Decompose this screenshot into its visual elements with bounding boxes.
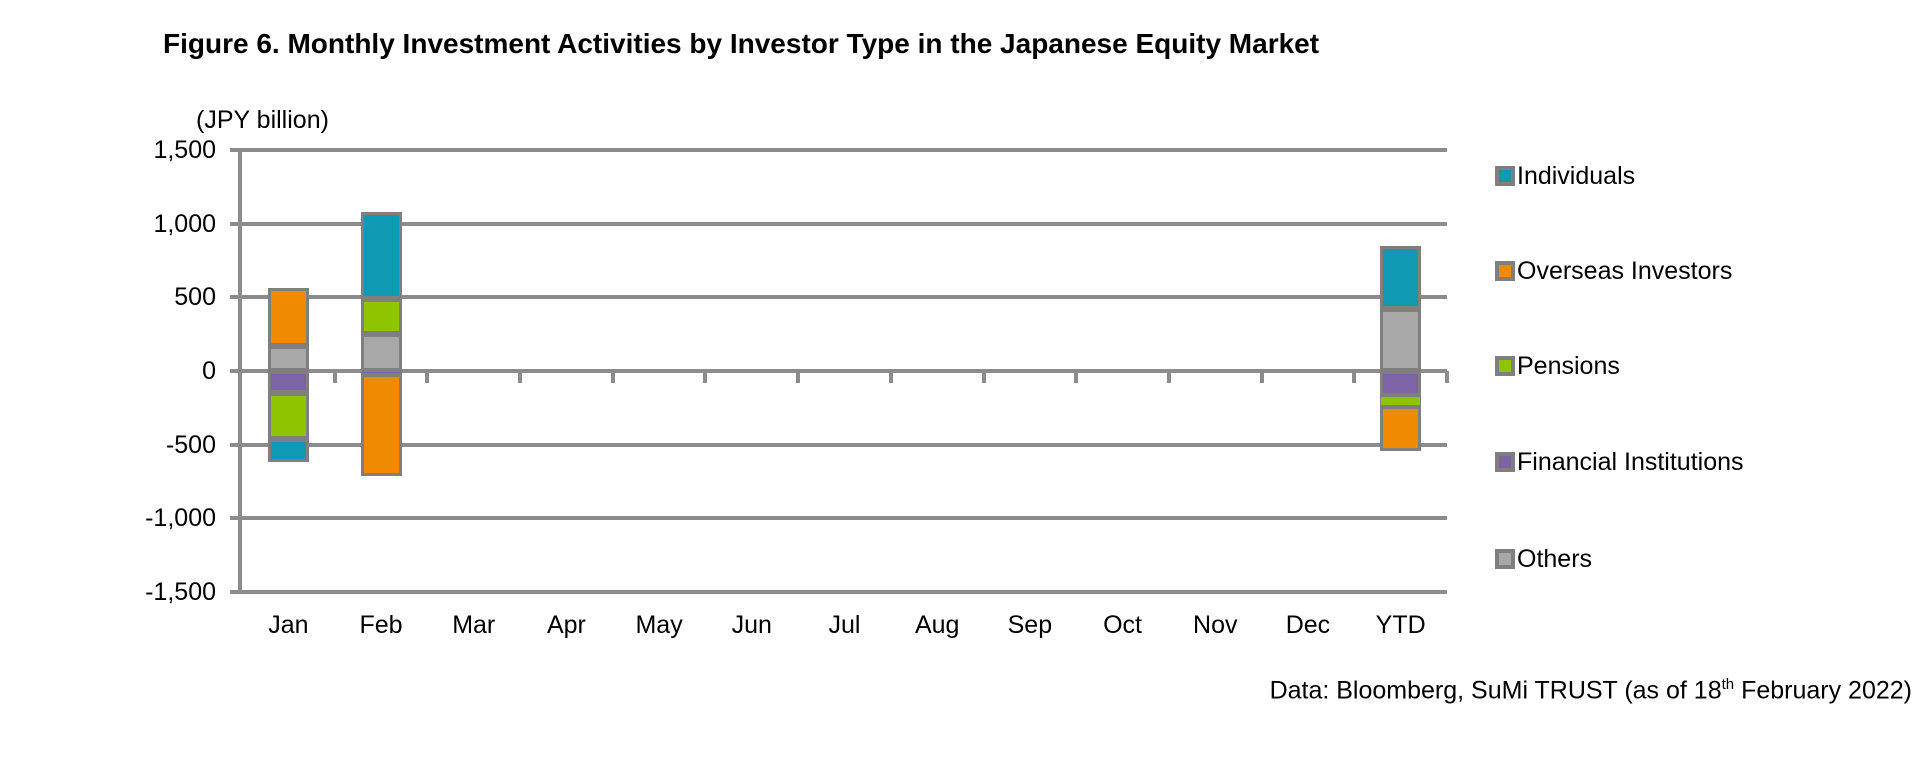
legend-label: Pensions	[1517, 352, 1620, 380]
x-axis-label: Jan	[268, 611, 309, 639]
bar-segment-jan-individuals	[267, 438, 309, 463]
x-axis-label: Dec	[1285, 611, 1331, 639]
bar-segment-jan-pensions	[267, 393, 309, 439]
gridline	[242, 590, 1447, 594]
bar-segment-ytd-financial-institutions	[1380, 371, 1422, 397]
x-axis-label: Sep	[1007, 611, 1053, 639]
y-axis-tick	[230, 221, 244, 226]
y-axis-label: 0	[202, 357, 216, 385]
y-axis-label: -1,000	[145, 504, 216, 533]
data-source-text: February 2022)	[1734, 676, 1912, 705]
category-tick	[332, 371, 337, 383]
legend-item-others: Others	[1495, 545, 1592, 573]
category-tick	[1445, 371, 1449, 383]
legend-item-individuals: Individuals	[1495, 162, 1635, 190]
category-tick	[888, 371, 893, 383]
category-tick	[703, 371, 708, 383]
category-tick	[1074, 371, 1079, 383]
gridline	[242, 369, 1447, 373]
bar-segment-feb-pensions	[360, 298, 402, 335]
bar-segment-feb-financial-institutions	[360, 371, 402, 374]
x-axis-label: Jun	[731, 611, 772, 639]
legend-item-pensions: Pensions	[1495, 352, 1620, 380]
x-axis-label: YTD	[1375, 611, 1426, 639]
bar-segment-jan-others	[267, 345, 309, 371]
category-tick	[518, 371, 523, 383]
x-axis-label: Jul	[828, 611, 861, 639]
y-axis-tick	[230, 442, 244, 447]
gridline	[242, 148, 1447, 152]
category-tick	[1166, 371, 1171, 383]
legend-label: Financial Institutions	[1517, 448, 1744, 476]
x-axis-label: Aug	[914, 611, 960, 639]
category-tick	[981, 371, 986, 383]
individuals-swatch-icon	[1495, 166, 1515, 186]
x-axis-label: Nov	[1193, 611, 1238, 639]
overseas-investors-swatch-icon	[1495, 261, 1515, 281]
x-axis-label: Oct	[1103, 611, 1143, 639]
y-axis-tick	[230, 590, 244, 594]
data-source-note: Data: Bloomberg, SuMi TRUST (as of 18th …	[1270, 676, 1912, 705]
bar-segment-ytd-others	[1380, 309, 1422, 371]
y-axis-tick	[230, 148, 244, 152]
x-axis-label: Apr	[546, 611, 586, 639]
legend-item-overseas-investors: Overseas Investors	[1495, 257, 1732, 285]
gridline	[242, 295, 1447, 300]
category-tick	[1259, 371, 1264, 383]
bar-segment-jan-overseas-investors	[267, 288, 309, 346]
legend-label: Individuals	[1517, 162, 1636, 190]
y-axis-tick	[230, 516, 244, 521]
x-axis-label: May	[635, 611, 683, 639]
legend-item-financial-institutions: Financial Institutions	[1495, 448, 1744, 476]
y-axis-tick	[230, 369, 244, 373]
bar-segment-ytd-individuals	[1380, 245, 1422, 310]
gridline	[242, 516, 1447, 521]
gridline	[242, 221, 1447, 226]
bar-segment-jan-financial-institutions	[267, 371, 309, 394]
data-source-text: Data: Bloomberg, SuMi TRUST (as of 18	[1269, 676, 1722, 705]
category-tick	[1352, 371, 1357, 383]
bar-segment-feb-individuals	[360, 211, 402, 299]
legend-label: Others	[1517, 545, 1593, 573]
y-axis-line	[238, 148, 242, 594]
bar-segment-feb-overseas-investors	[360, 373, 402, 476]
bar-segment-feb-others	[360, 334, 402, 371]
gridline	[242, 442, 1447, 447]
category-tick	[610, 371, 615, 383]
figure-title: Figure 6. Monthly Investment Activities …	[163, 28, 1320, 59]
bar-segment-ytd-pensions	[1380, 396, 1422, 407]
x-axis-label: Mar	[452, 611, 496, 639]
legend-label: Overseas Investors	[1517, 257, 1733, 285]
financial-institutions-swatch-icon	[1495, 452, 1515, 472]
y-axis-tick	[230, 295, 244, 300]
y-axis-label: 1,000	[153, 209, 216, 238]
y-axis-label: 500	[174, 283, 216, 312]
ordinal-superscript: th	[1721, 676, 1735, 693]
others-swatch-icon	[1495, 549, 1515, 569]
y-axis-label: -1,500	[145, 578, 216, 606]
y-axis-unit-label: (JPY billion)	[196, 106, 329, 134]
category-tick	[796, 371, 801, 383]
y-axis-label: 1,500	[153, 136, 216, 164]
x-axis-label: Feb	[359, 611, 403, 639]
y-axis-label: -500	[165, 430, 216, 459]
pensions-swatch-icon	[1495, 356, 1515, 376]
category-tick	[425, 371, 430, 383]
bar-segment-ytd-overseas-investors	[1380, 406, 1422, 451]
